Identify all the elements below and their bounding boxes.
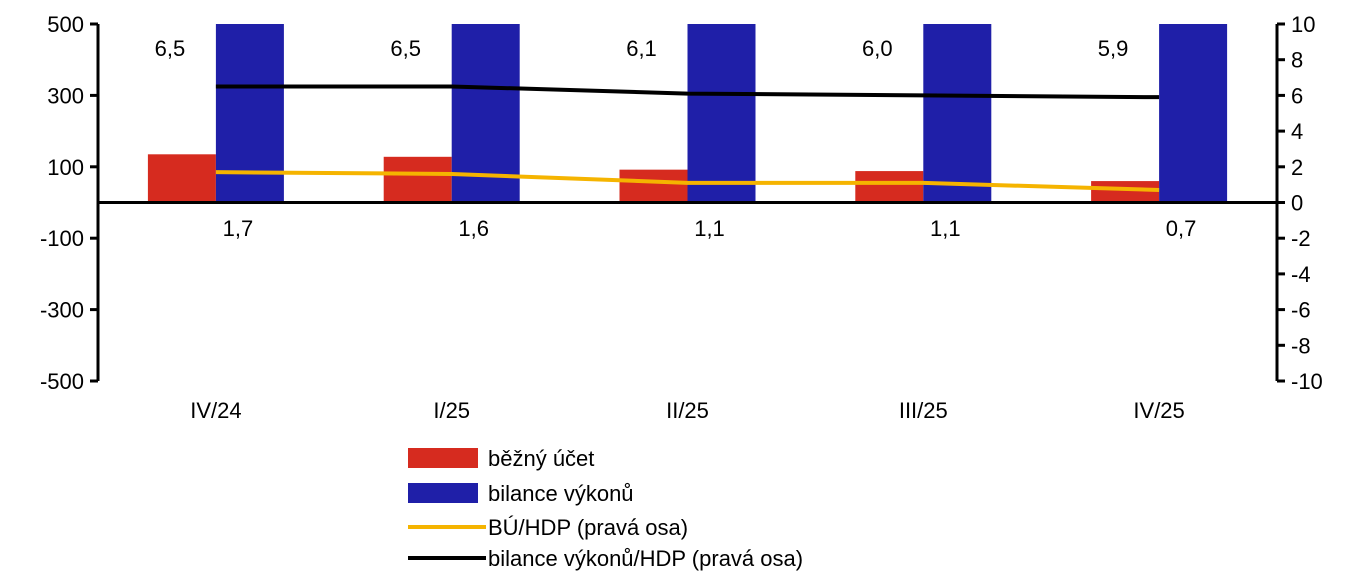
left-tick-label: -300 xyxy=(40,298,84,323)
data-label: 1,1 xyxy=(930,216,961,241)
bar-bezny-ucet-0 xyxy=(147,154,216,203)
data-label: 1,6 xyxy=(458,216,489,241)
left-tick-label: 500 xyxy=(47,12,84,37)
bar-bilance-vykonu-2 xyxy=(687,24,756,203)
legend-swatch-bar xyxy=(408,483,478,503)
bar-bezny-ucet-4 xyxy=(1091,181,1160,203)
bar-bezny-ucet-2 xyxy=(619,169,688,203)
category-label: IV/25 xyxy=(1133,398,1184,423)
left-tick-label: 300 xyxy=(47,83,84,108)
axes-layer: -500 -300 -100 100 300 500 -10 -8 -6 -4 -2 0 2 4 6 8 10… xyxy=(40,12,1323,423)
data-label: 6,5 xyxy=(155,36,186,61)
right-axis-ticks: -10 -8 -6 -4 -2 0 2 4 6 8 10 xyxy=(1277,12,1323,394)
right-tick-label: 6 xyxy=(1291,83,1303,108)
data-labels-layer: 1,7 1,6 1,1 1,1 0,7 6,5 6,5 6,1 6,0 5,9 xyxy=(155,36,1197,241)
right-tick-label: -8 xyxy=(1291,333,1311,358)
left-axis-ticks: -500 -300 -100 100 300 500 xyxy=(40,12,98,394)
category-label: II/25 xyxy=(666,398,709,423)
data-label: 1,1 xyxy=(694,216,725,241)
bar-bilance-vykonu-3 xyxy=(923,24,992,203)
bar-bezny-ucet-1 xyxy=(383,156,452,203)
right-tick-label: 10 xyxy=(1291,12,1315,37)
lines-layer xyxy=(215,84,1160,193)
category-label: I/25 xyxy=(433,398,470,423)
bar-bezny-ucet-3 xyxy=(855,171,924,203)
right-tick-label: 8 xyxy=(1291,48,1303,73)
bar-bilance-vykonu-1 xyxy=(451,24,520,203)
line-bu-hdp xyxy=(215,170,1160,193)
legend-label: běžný účet xyxy=(488,446,594,471)
category-axis-ticks: IV/24 I/25 II/25 III/25 IV/25 xyxy=(190,398,1185,423)
left-tick-label: 100 xyxy=(47,155,84,180)
right-tick-label: -6 xyxy=(1291,298,1311,323)
bar-bilance-vykonu-4 xyxy=(1159,24,1228,203)
right-tick-label: 2 xyxy=(1291,155,1303,180)
category-label: III/25 xyxy=(899,398,948,423)
legend-label: BÚ/HDP (pravá osa) xyxy=(488,515,688,540)
data-label: 6,1 xyxy=(626,36,657,61)
data-label: 0,7 xyxy=(1166,216,1197,241)
data-label: 6,5 xyxy=(390,36,421,61)
data-label: 1,7 xyxy=(223,216,254,241)
right-tick-label: -2 xyxy=(1291,226,1311,251)
right-tick-label: -10 xyxy=(1291,369,1323,394)
legend-label: bilance výkonů xyxy=(488,481,634,506)
right-tick-label: 0 xyxy=(1291,191,1303,216)
right-tick-label: 4 xyxy=(1291,119,1303,144)
data-label: 5,9 xyxy=(1098,36,1129,61)
category-label: IV/24 xyxy=(190,398,241,423)
legend: běžný účet bilance výkonů BÚ/HDP (pravá os… xyxy=(408,446,803,571)
data-label: 6,0 xyxy=(862,36,893,61)
left-tick-label: -100 xyxy=(40,226,84,251)
right-tick-label: -4 xyxy=(1291,262,1311,287)
line-bilance-vykonu-hdp xyxy=(215,84,1160,100)
left-tick-label: -500 xyxy=(40,369,84,394)
legend-label: bilance výkonů/HDP (pravá osa) xyxy=(488,546,803,571)
legend-swatch-bar xyxy=(408,448,478,468)
